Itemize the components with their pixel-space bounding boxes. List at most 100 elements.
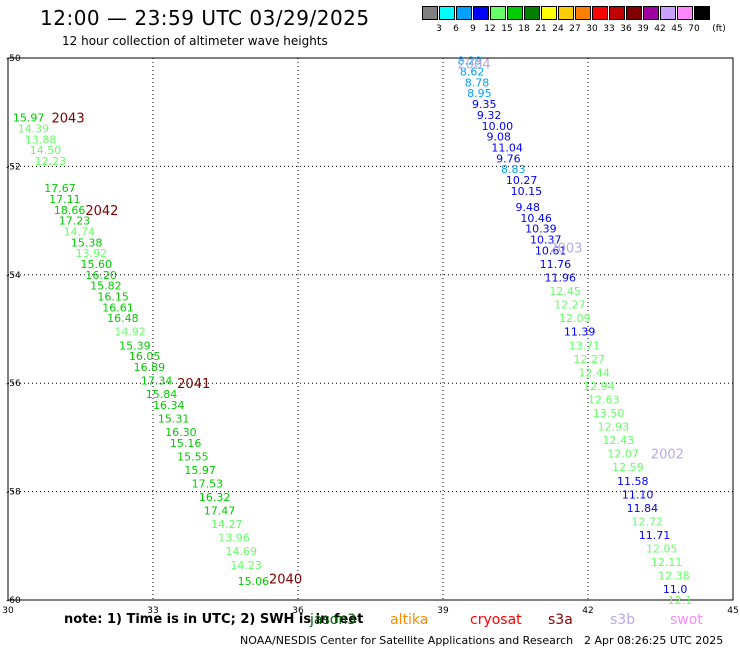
wave-height-point: 13.92: [76, 247, 108, 260]
colorbar-label: 33: [603, 24, 615, 34]
plot-frame: [7, 57, 734, 601]
colorbar-cell: [473, 6, 489, 20]
wave-height-point: 16.15: [97, 290, 128, 303]
chart-title: 12:00 — 23:59 UTC 03/29/2025: [40, 6, 370, 30]
wave-height-point: 12.23: [35, 155, 66, 168]
colorbar-cell: [609, 6, 625, 20]
wave-height-point: 13.88: [25, 133, 56, 146]
colorbar-label: 36: [620, 24, 632, 34]
wave-height-point: 11.71: [639, 529, 671, 542]
footer-timestamp: 2 Apr 08:26:25 UTC 2025: [584, 634, 724, 647]
wave-height-point: 10.46: [520, 212, 552, 225]
wave-height-point: 17.53: [192, 477, 224, 490]
colorbar-label: 18: [518, 24, 530, 34]
wave-height-point: 8.95: [467, 87, 492, 100]
colorbar-label: 45: [671, 24, 683, 34]
wave-height-point: 17.67: [44, 182, 76, 195]
colorbar-unit: (ft): [712, 24, 726, 34]
colorbar-label: 12: [484, 24, 496, 34]
colorbar-cell: [558, 6, 574, 20]
colorbar-label: 6: [453, 24, 459, 34]
time-label: 2040: [269, 572, 302, 587]
wave-height-point: 15.82: [90, 280, 122, 293]
y-tick-label: -56: [6, 379, 21, 389]
wave-height-point: 12.72: [632, 515, 664, 528]
satellite-legend-s3a: s3a: [548, 612, 573, 628]
wave-height-point: 9.32: [477, 109, 502, 122]
wave-height-point: 15.84: [146, 388, 178, 401]
wave-height-point: 17.47: [204, 505, 236, 518]
wave-height-point: 14.39: [18, 122, 49, 135]
y-tick-label: -52: [6, 162, 21, 172]
colorbar-cell: [660, 6, 676, 20]
wave-height-point: 13.50: [593, 407, 625, 420]
wave-height-point: 9.48: [516, 201, 541, 214]
wave-height-point: 12.07: [607, 448, 639, 461]
wave-height-point: 16.30: [165, 426, 197, 439]
wave-height-point: 17.11: [49, 193, 80, 206]
wave-height-point: 16.20: [85, 269, 117, 282]
x-tick-label: 36: [292, 606, 304, 616]
wave-height-point: 9.08: [487, 131, 512, 144]
satellite-legend-altika: altika: [390, 612, 429, 628]
wave-height-point: 15.31: [158, 412, 190, 425]
wave-height-point: 13.96: [218, 532, 250, 545]
wave-height-point: 10.37: [530, 234, 562, 247]
wave-height-point: 12.27: [574, 353, 606, 366]
wave-height-point: 11.04: [491, 141, 523, 154]
wave-height-point: 12.09: [559, 312, 591, 325]
wave-height-point: 15.16: [170, 437, 202, 450]
wave-height-point: 8.29: [458, 55, 483, 68]
wave-height-point: 13.71: [569, 339, 601, 352]
wave-height-point: 15.38: [71, 236, 103, 249]
colorbar-cell: [524, 6, 540, 20]
colorbar-cell: [677, 6, 693, 20]
satellite-legend-cryosat: cryosat: [470, 612, 522, 628]
colorbar-cell: [626, 6, 642, 20]
time-label: 2003: [549, 242, 582, 257]
wave-height-point: 10.27: [506, 174, 538, 187]
wave-height-point: 11.96: [545, 272, 577, 285]
x-tick-label: 30: [2, 606, 14, 616]
wave-height-point: 9.76: [496, 152, 520, 165]
wave-height-point: 18.66: [54, 204, 86, 217]
colorbar-cell: [643, 6, 659, 20]
x-tick-label: 39: [437, 606, 449, 616]
wave-height-point: 16.34: [153, 399, 185, 412]
wave-height-point: 12.43: [603, 434, 635, 447]
wave-height-point: 15.06: [238, 575, 269, 588]
wave-height-point: 14.23: [230, 559, 261, 572]
wave-height-point: 16.05: [129, 350, 161, 363]
colorbar-cell: [439, 6, 455, 20]
wave-height-point: 14.92: [114, 326, 146, 339]
footer-note: note: 1) Time is in UTC; 2) SWH is in fe…: [64, 612, 364, 627]
wave-height-point: 12.1: [668, 594, 693, 607]
wave-height-point: 15.55: [177, 450, 209, 463]
wave-height-point: 14.69: [226, 545, 258, 558]
wave-height-point: 11.58: [617, 475, 649, 488]
wave-height-point: 12.59: [612, 461, 644, 474]
wave-height-point: 11.76: [540, 258, 572, 271]
wave-height-point: 15.60: [81, 258, 113, 271]
wave-height-point: 15.97: [184, 464, 216, 477]
wave-height-point: 14.27: [211, 518, 243, 531]
x-tick-label: 45: [727, 606, 738, 616]
satellite-legend-s3b: s3b: [610, 612, 636, 628]
wave-height-point: 11.0: [663, 583, 688, 596]
wave-height-point: 10.00: [482, 120, 513, 133]
wave-height-point: 10.15: [511, 185, 542, 198]
time-label: 2004: [458, 57, 491, 72]
colorbar-label: 27: [569, 24, 581, 34]
wave-height-point: 12.94: [583, 380, 615, 393]
wave-height-point: 10.39: [525, 223, 557, 236]
colorbar-label: 15: [501, 24, 513, 34]
colorbar-cell: [490, 6, 506, 20]
wave-height-point: 12.45: [549, 285, 581, 298]
colorbar-label: 21: [535, 24, 547, 34]
time-label: 2042: [85, 204, 118, 219]
y-tick-label: -50: [6, 54, 21, 64]
wave-height-point: 11.10: [622, 488, 654, 501]
wave-height-point: 9.35: [472, 98, 497, 111]
colorbar-cell: [541, 6, 557, 20]
